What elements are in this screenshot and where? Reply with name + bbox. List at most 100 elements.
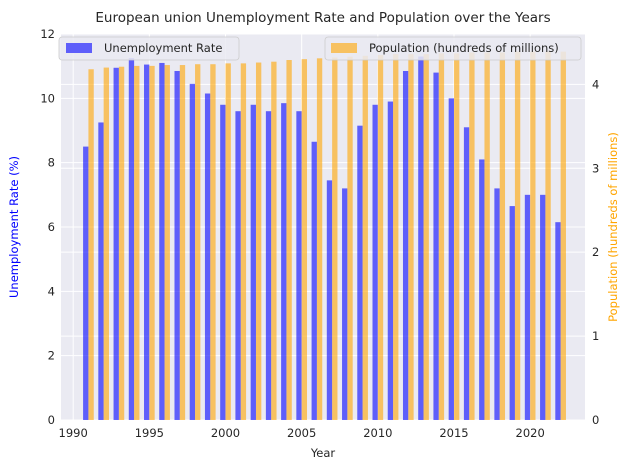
x-tick-label: 2020 — [516, 426, 545, 440]
right-y-tick-label: 1 — [592, 329, 599, 343]
bar-population-2006 — [316, 58, 323, 421]
bar-population-1998 — [195, 64, 201, 421]
bar-unemployment-2021 — [540, 194, 546, 420]
bar-unemployment-1999 — [204, 93, 211, 420]
bar-population-2021 — [545, 51, 551, 421]
chart-title: European union Unemployment Rate and Pop… — [95, 10, 550, 26]
bar-unemployment-2022 — [555, 222, 561, 420]
bar-unemployment-2002 — [250, 104, 256, 421]
bar-population-2009 — [362, 55, 368, 421]
left-y-tick-label: 6 — [48, 220, 55, 234]
bar-population-1991 — [88, 69, 94, 421]
bar-population-1995 — [149, 65, 155, 420]
bar-population-2011 — [393, 54, 399, 420]
bar-unemployment-2011 — [387, 101, 394, 421]
bar-population-2013 — [423, 54, 429, 420]
left-y-tick-label: 8 — [48, 156, 55, 170]
bar-unemployment-2020 — [524, 194, 531, 420]
bar-population-1994 — [134, 65, 140, 420]
bar-population-2015 — [454, 53, 460, 421]
bar-population-1992 — [103, 67, 109, 420]
bar-population-2000 — [225, 63, 231, 420]
left-y-axis: 0 2 4 6 8 10 12 — [40, 27, 55, 427]
legend-label-population: Population (hundreds of millions) — [369, 41, 559, 55]
bar-population-2020 — [530, 51, 536, 421]
bar-population-2002 — [255, 62, 262, 421]
bar-population-2003 — [271, 61, 277, 420]
bars — [83, 51, 566, 421]
bar-unemployment-2010 — [372, 104, 378, 421]
legend-swatch-population — [331, 43, 357, 53]
bar-population-1999 — [210, 64, 216, 421]
x-tick-label: 2010 — [363, 426, 392, 440]
legend-unemployment: Unemployment Rate — [58, 36, 240, 61]
bar-unemployment-1992 — [98, 122, 104, 420]
bar-unemployment-1994 — [128, 58, 135, 420]
bar-unemployment-1991 — [83, 146, 89, 421]
bar-population-2001 — [240, 63, 247, 420]
bar-unemployment-1998 — [189, 83, 196, 420]
left-y-tick-label: 10 — [40, 91, 55, 105]
bar-unemployment-2005 — [296, 111, 302, 420]
bar-population-2004 — [286, 60, 292, 421]
bar-unemployment-2015 — [448, 98, 454, 420]
bar-unemployment-2016 — [463, 127, 470, 421]
bar-population-2012 — [408, 54, 414, 420]
left-y-tick-label: 0 — [48, 413, 55, 427]
bar-unemployment-2006 — [311, 141, 317, 420]
bar-unemployment-1996 — [159, 62, 165, 420]
bar-unemployment-1997 — [174, 70, 180, 420]
bar-unemployment-1993 — [113, 67, 119, 421]
x-tick-label: 1990 — [59, 426, 88, 440]
bar-unemployment-2019 — [509, 206, 515, 420]
right-y-axis: 0 1 2 3 4 — [592, 77, 599, 427]
bar-unemployment-2003 — [265, 111, 272, 420]
bar-unemployment-2004 — [281, 103, 287, 421]
right-y-tick-label: 0 — [592, 413, 599, 427]
bar-population-2018 — [499, 52, 506, 420]
bar-population-1993 — [118, 66, 125, 421]
right-y-axis-label: Population (hundreds of millions) — [606, 132, 620, 322]
bar-population-2017 — [484, 52, 490, 420]
bar-population-1996 — [164, 65, 170, 421]
x-tick-label: 2000 — [211, 426, 240, 440]
bar-population-2014 — [438, 53, 445, 421]
bar-unemployment-2014 — [433, 72, 439, 420]
right-y-tick-label: 3 — [592, 161, 599, 175]
x-axis: 1990 1995 2000 2005 2010 2015 2020 — [59, 426, 545, 440]
bar-unemployment-2017 — [479, 159, 485, 420]
bar-unemployment-2012 — [402, 70, 409, 420]
bar-population-2007 — [332, 57, 338, 420]
bar-unemployment-2001 — [235, 111, 241, 420]
x-tick-label: 2005 — [287, 426, 316, 440]
bar-unemployment-2008 — [342, 188, 348, 420]
x-tick-label: 1995 — [135, 426, 164, 440]
legend-population: Population (hundreds of millions) — [324, 36, 582, 61]
bar-population-2010 — [377, 54, 384, 420]
right-y-tick-label: 2 — [592, 245, 599, 259]
legend-frame-population — [324, 36, 582, 61]
left-y-tick-label: 2 — [48, 349, 55, 363]
legend-label-unemployment: Unemployment Rate — [104, 41, 222, 55]
bar-unemployment-2018 — [494, 188, 500, 420]
bar-population-2016 — [469, 52, 475, 420]
left-y-axis-label: Unemployment Rate (%) — [7, 156, 21, 298]
bar-population-2022 — [560, 51, 566, 421]
bar-population-2005 — [301, 59, 308, 420]
bar-population-2008 — [347, 56, 353, 420]
bar-unemployment-2000 — [220, 104, 226, 421]
bar-unemployment-1995 — [144, 64, 150, 420]
bar-unemployment-2013 — [418, 56, 424, 421]
x-axis-label: Year — [310, 446, 336, 460]
left-y-tick-label: 4 — [48, 284, 55, 298]
legend-frame-unemployment — [58, 36, 240, 61]
bar-unemployment-2009 — [357, 125, 363, 421]
right-y-tick-label: 4 — [592, 77, 599, 91]
bar-unemployment-2007 — [326, 180, 333, 420]
left-y-tick-label: 12 — [40, 27, 55, 41]
legend-swatch-unemployment — [66, 43, 92, 53]
bar-population-2019 — [514, 51, 521, 421]
x-tick-label: 2015 — [439, 426, 468, 440]
